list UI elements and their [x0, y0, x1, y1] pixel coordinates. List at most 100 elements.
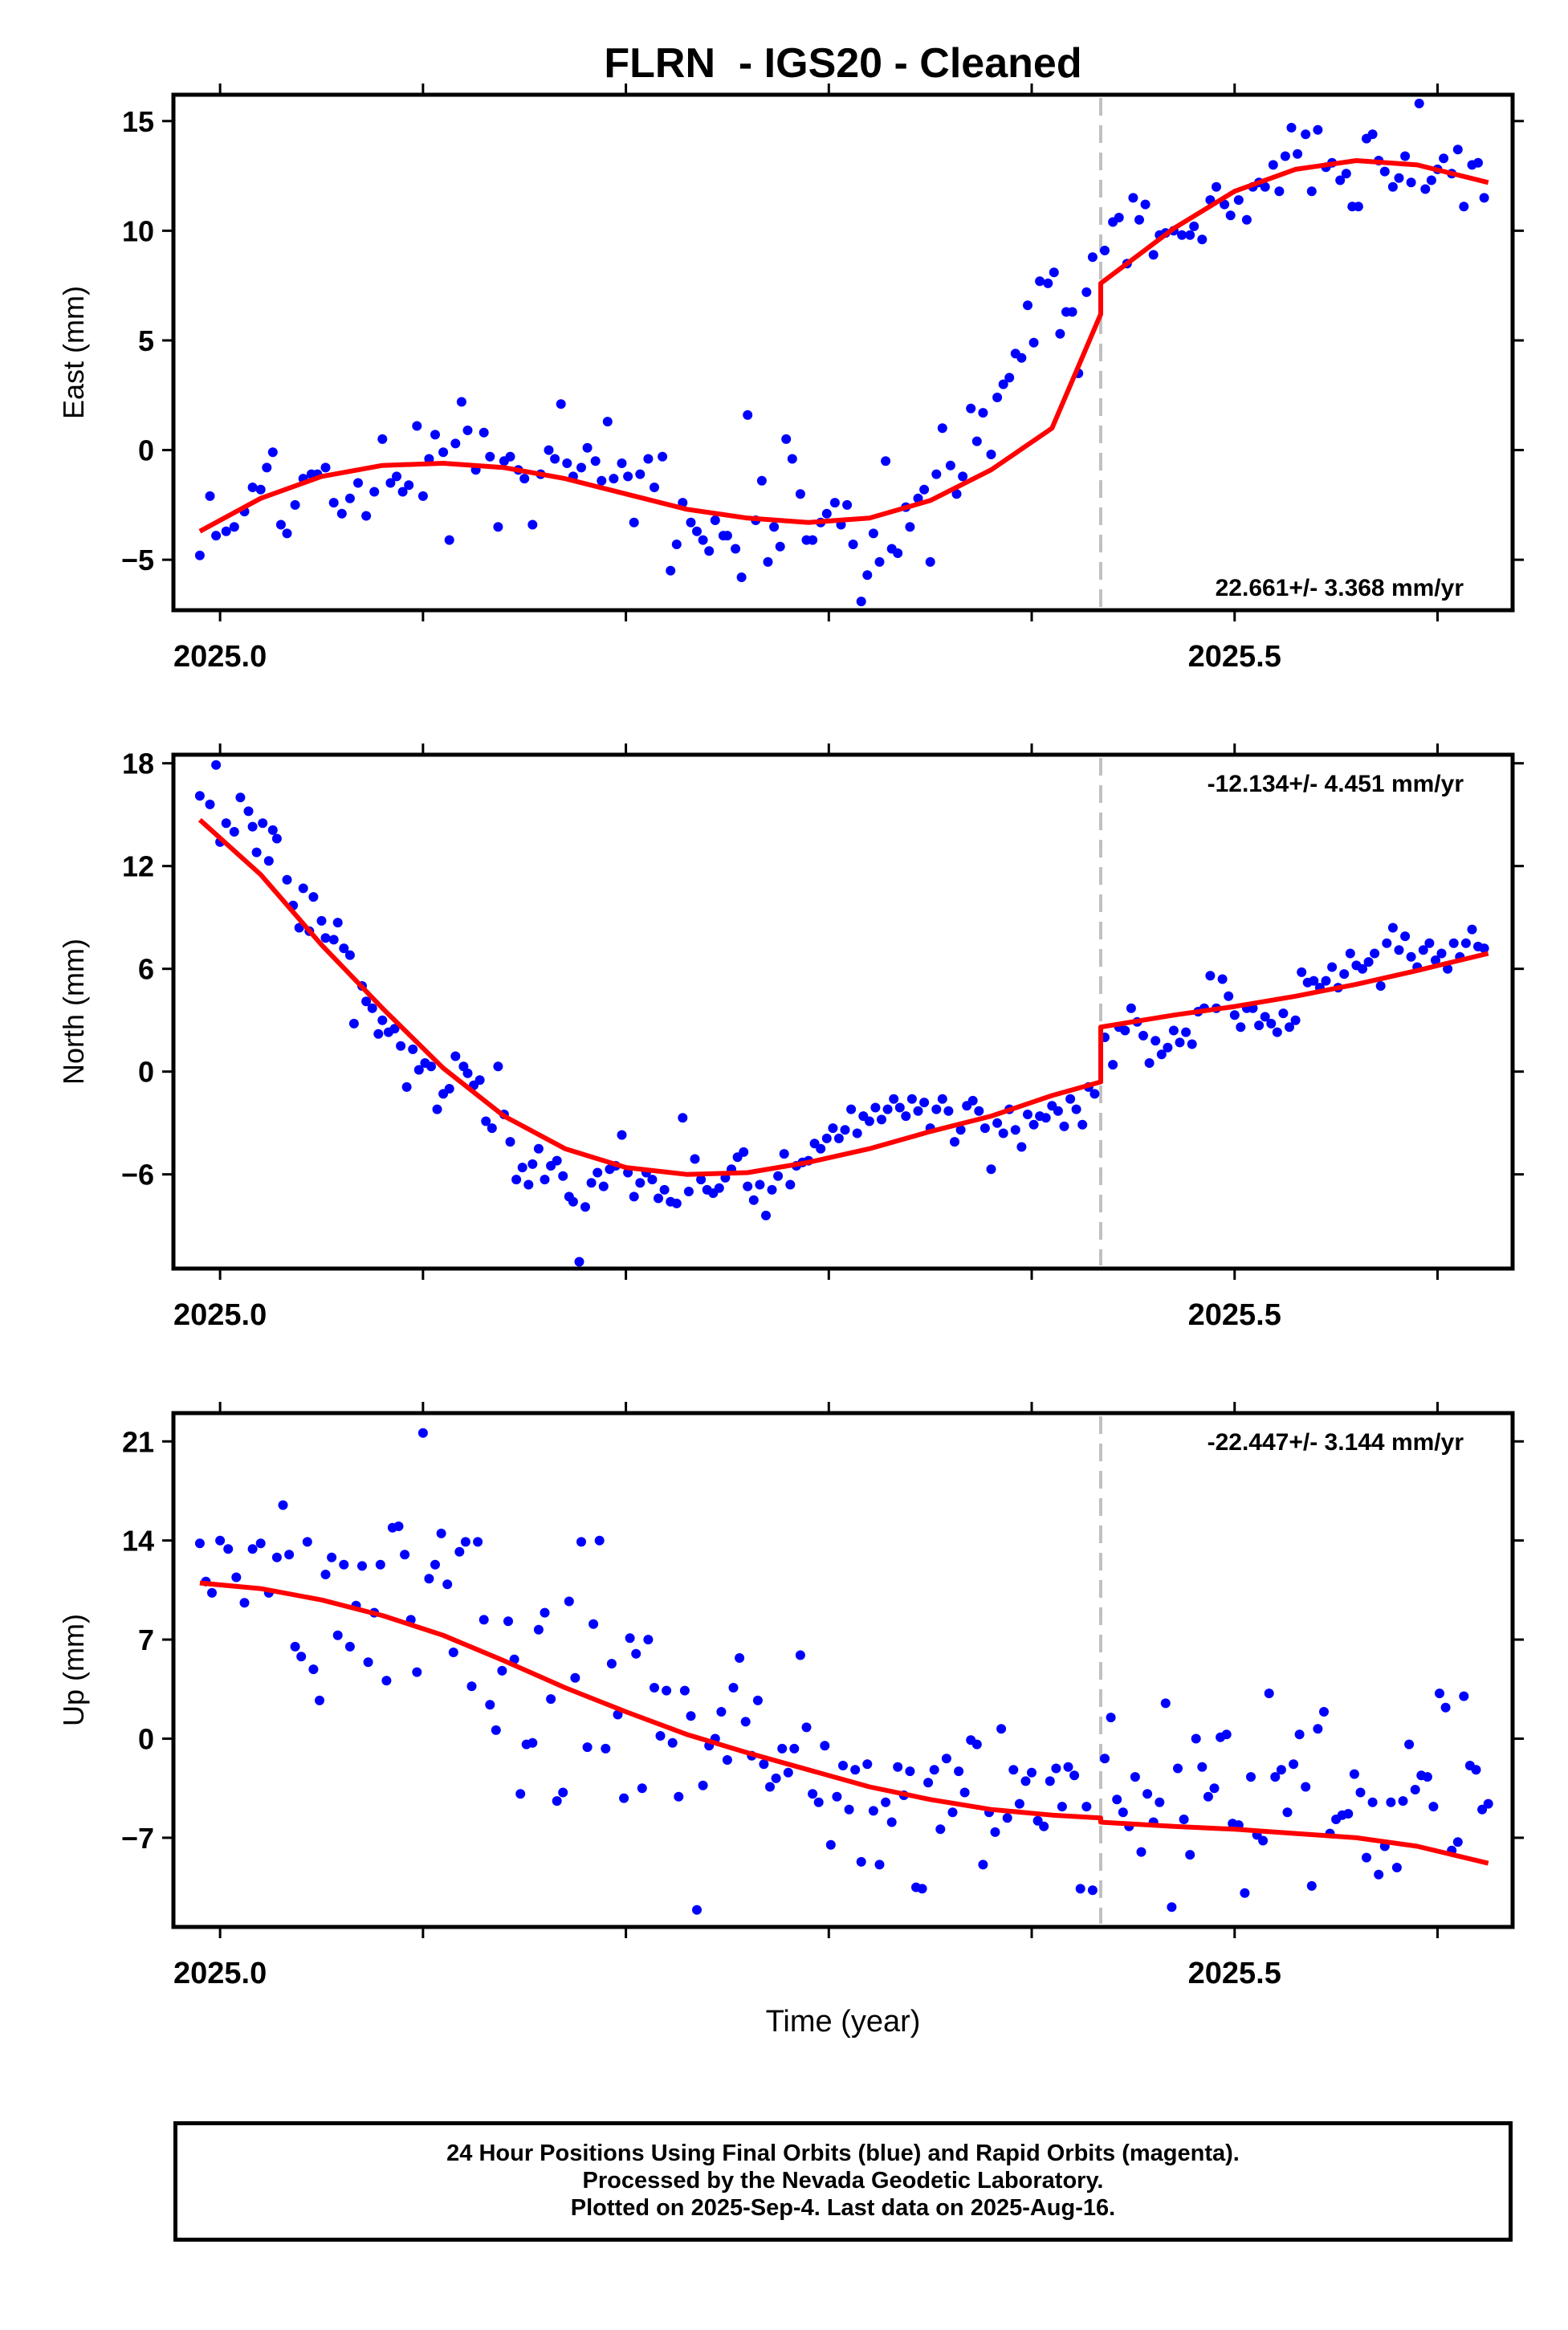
north-point [967, 1095, 978, 1106]
up-point [740, 1717, 751, 1727]
north-point [1205, 971, 1216, 981]
up-point [735, 1653, 745, 1663]
up-point [1459, 1691, 1469, 1701]
up-point [1264, 1688, 1274, 1699]
north-point [1089, 1089, 1100, 1099]
east-point [1479, 193, 1489, 203]
north-point [593, 1167, 603, 1178]
east-y-tick-label: 0 [138, 434, 154, 467]
east-point [556, 399, 566, 409]
up-point [1002, 1813, 1012, 1823]
east-point [842, 499, 853, 510]
up-point [808, 1789, 818, 1799]
up-point [327, 1552, 337, 1562]
north-point [1108, 1060, 1118, 1070]
up-point [1246, 1772, 1256, 1782]
up-point [1112, 1794, 1122, 1805]
east-point [1100, 246, 1110, 255]
up-point [1075, 1884, 1085, 1894]
north-point [267, 825, 278, 835]
up-point [460, 1537, 470, 1547]
footer-line-1: 24 Hour Positions Using Final Orbits (bl… [446, 2141, 1240, 2166]
east-point [658, 451, 668, 462]
north-point [1382, 938, 1392, 948]
east-point [821, 508, 832, 519]
east-point [1473, 157, 1483, 168]
up-point [1410, 1785, 1420, 1794]
up-y-tick-label: 14 [122, 1525, 154, 1558]
up-point [515, 1789, 526, 1799]
up-point [862, 1759, 873, 1770]
footer-line-2: Processed by the Nevada Geodetic Laborat… [582, 2168, 1104, 2194]
east-point [1225, 210, 1236, 221]
north-point [432, 1104, 442, 1114]
north-point [1327, 962, 1338, 972]
up-point [637, 1783, 647, 1794]
north-point [1187, 1039, 1197, 1049]
north-point [1181, 1027, 1191, 1037]
up-point [643, 1635, 654, 1645]
north-point [906, 1094, 917, 1104]
up-point [1106, 1713, 1116, 1723]
up-point [886, 1817, 897, 1827]
up-point [917, 1884, 927, 1894]
up-point [558, 1787, 568, 1798]
up-frame [171, 1411, 1515, 1929]
north-point [348, 1018, 359, 1029]
east-point [1197, 234, 1208, 245]
east-point [417, 491, 428, 501]
east-point [456, 397, 466, 407]
up-y-tick-label: 21 [122, 1425, 154, 1458]
east-point [424, 454, 434, 464]
up-point [832, 1791, 842, 1802]
up-point [1294, 1729, 1305, 1740]
north-point [367, 1003, 377, 1013]
east-point [353, 478, 363, 488]
east-point [336, 508, 347, 519]
north-point [950, 1137, 959, 1147]
east-point [629, 517, 639, 528]
up-point [941, 1754, 951, 1764]
east-point [544, 445, 554, 455]
east-point [590, 456, 601, 466]
east-point [635, 469, 646, 479]
east-point [1067, 307, 1077, 317]
up-point [613, 1709, 623, 1720]
east-point [698, 535, 708, 545]
up-point [1391, 1863, 1402, 1872]
up-point [1362, 1852, 1371, 1863]
up-point [996, 1724, 1007, 1734]
up-point [393, 1521, 404, 1531]
east-point [856, 597, 866, 607]
north-point [986, 1164, 996, 1175]
north-point [1387, 923, 1398, 933]
up-point [1045, 1776, 1055, 1786]
north-point [1144, 1058, 1155, 1068]
north-point [1156, 1049, 1167, 1060]
up-point [881, 1797, 891, 1807]
north-point [1309, 976, 1319, 986]
north-point [1229, 1010, 1240, 1020]
up-point [1167, 1902, 1177, 1912]
up-y-tick-label: −7 [121, 1822, 154, 1855]
up-point [339, 1559, 349, 1570]
north-point [755, 1179, 765, 1190]
east-point [320, 462, 331, 473]
east-point [986, 450, 996, 459]
north-point [316, 915, 327, 926]
north-point [998, 1128, 1008, 1139]
up-point [552, 1796, 562, 1807]
up-point [619, 1793, 629, 1803]
up-point [606, 1659, 617, 1669]
north-point [690, 1154, 700, 1164]
east-point [769, 522, 780, 532]
north-point [205, 799, 215, 809]
up-point [1289, 1759, 1299, 1770]
north-y-tick-label: 18 [122, 747, 154, 780]
east-point [444, 535, 454, 545]
north-point [339, 943, 349, 954]
east-point [1233, 195, 1244, 206]
up-point [1032, 1815, 1043, 1826]
east-point [1148, 250, 1159, 260]
north-point [1010, 1125, 1020, 1135]
